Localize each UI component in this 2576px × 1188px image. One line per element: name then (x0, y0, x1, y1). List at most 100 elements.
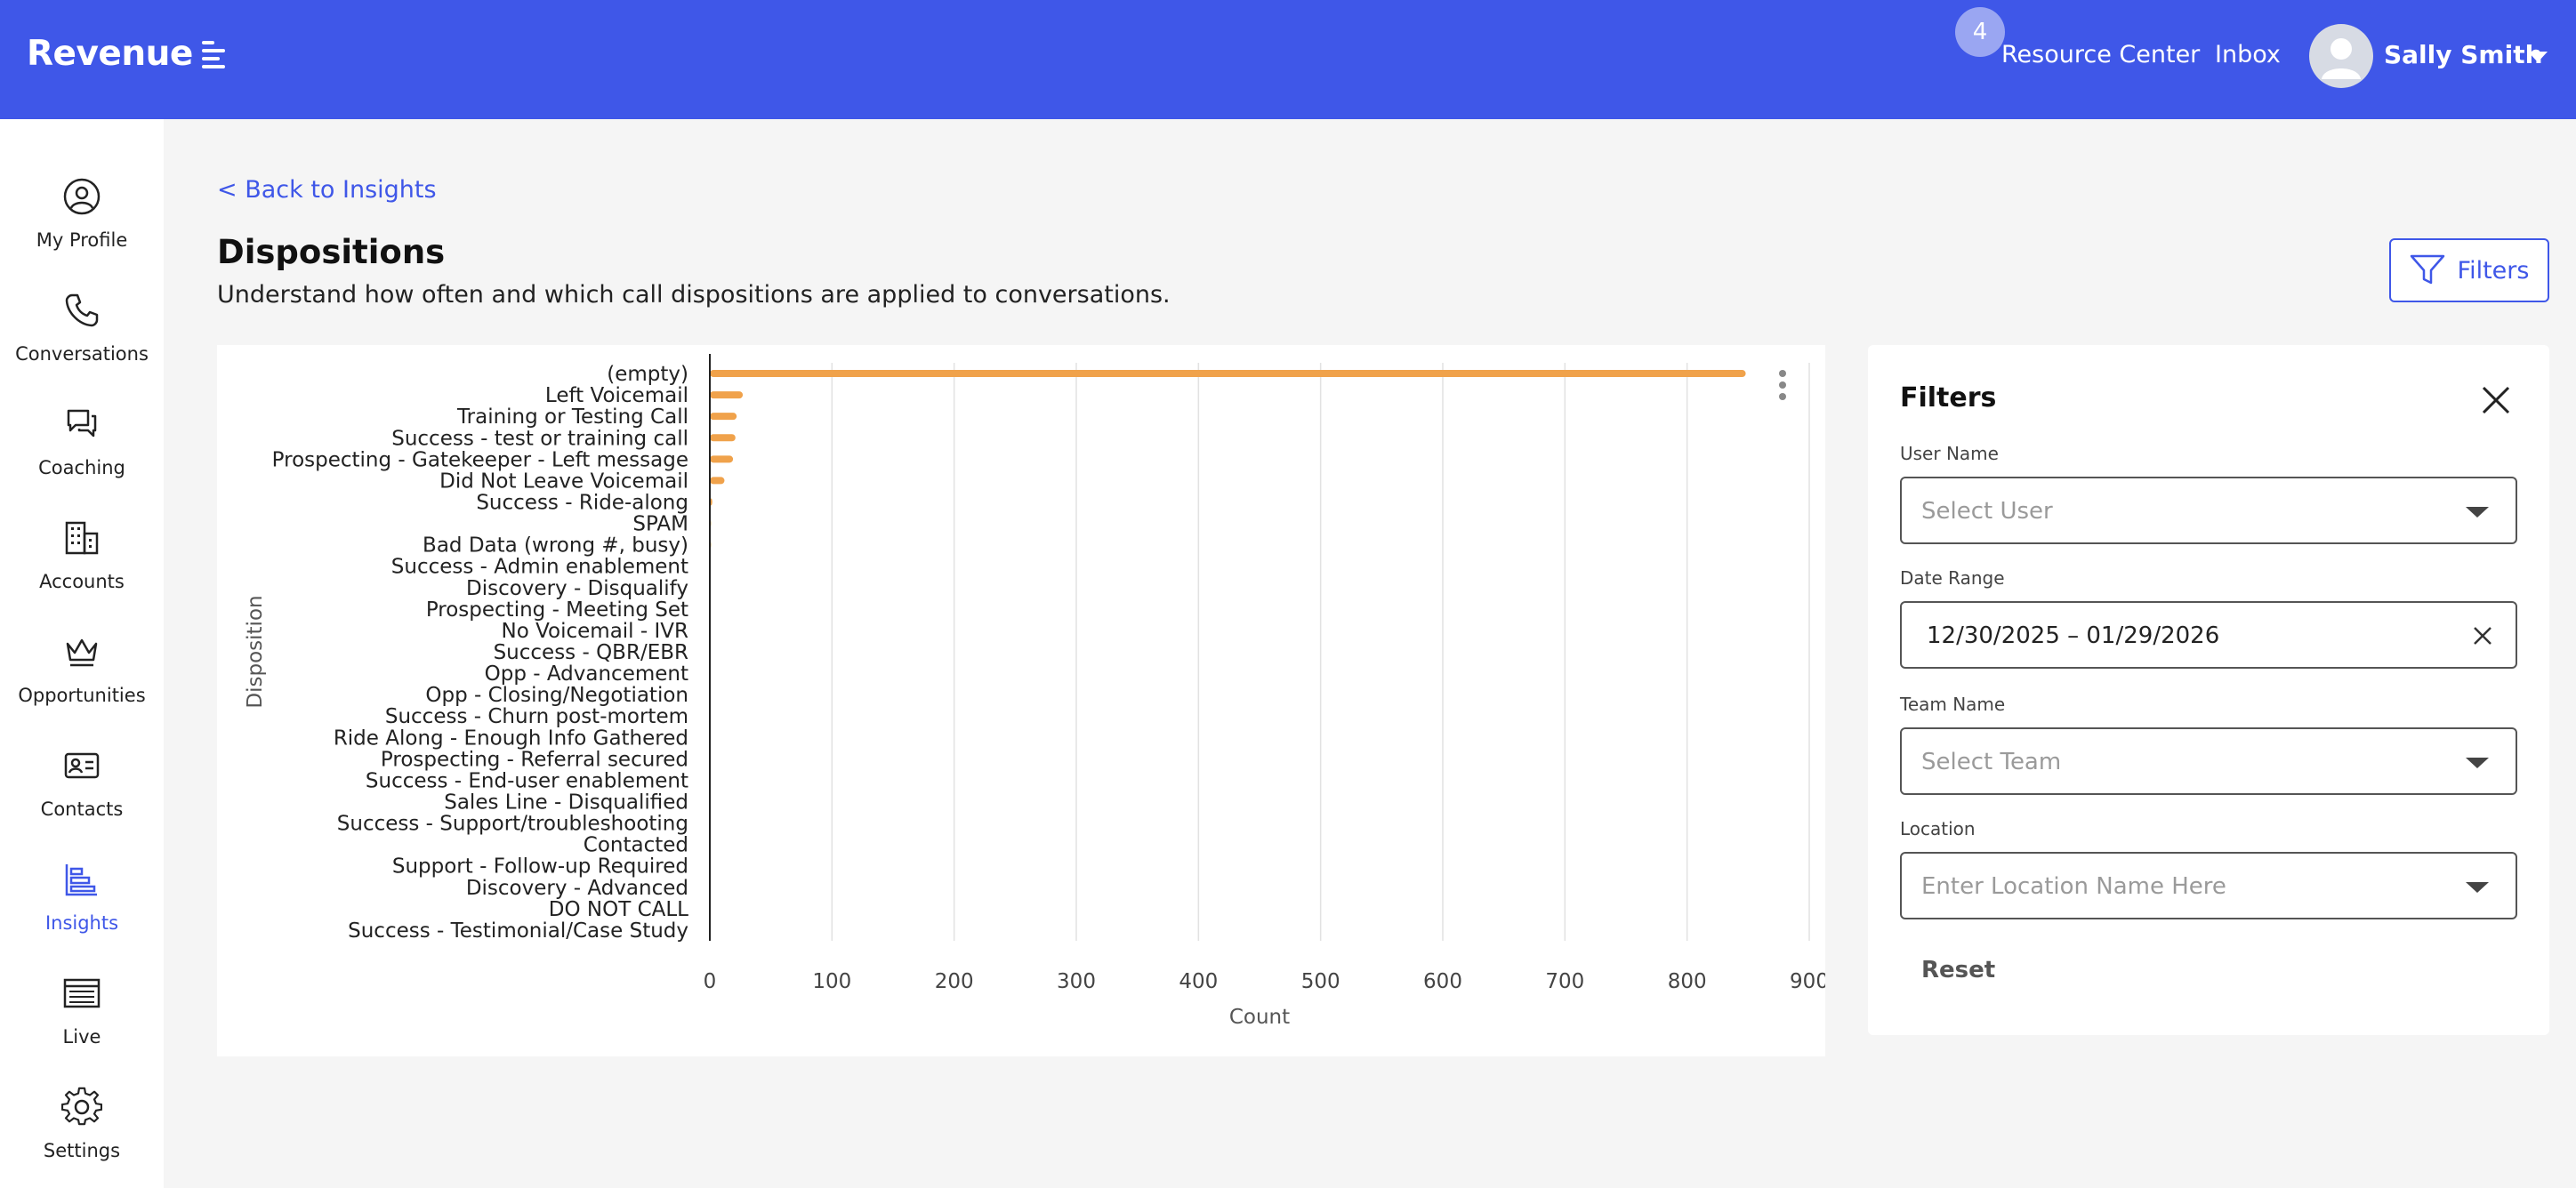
y-category-label: Sales Line - Disqualified (444, 791, 688, 815)
profile-icon (63, 178, 101, 215)
user-name-select[interactable]: Select User (1900, 477, 2517, 544)
sidebar-item-label: Settings (43, 1140, 121, 1161)
team-name-placeholder: Select Team (1921, 749, 2062, 775)
top-bar: Revenue 4 Resource Center Inbox Sally Sm… (0, 0, 2576, 119)
brand-mark-icon (201, 41, 225, 68)
y-category-label: DO NOT CALL (549, 898, 688, 921)
location-select[interactable]: Enter Location Name Here (1900, 852, 2517, 919)
location-label: Location (1900, 818, 1976, 839)
y-category-label: Discovery - Advanced (466, 877, 688, 900)
y-category-label: Success - Admin enablement (391, 556, 688, 579)
chat-bubbles-icon (67, 409, 97, 437)
y-category-label: Bad Data (wrong #, busy) (423, 534, 688, 558)
bar (710, 413, 737, 421)
y-category-label: Ride Along - Enough Info Gathered (334, 726, 688, 750)
gear-icon (61, 1087, 102, 1126)
user-name-placeholder: Select User (1921, 498, 2053, 525)
bar (710, 391, 744, 399)
y-category-label: Success - End-user enablement (366, 769, 688, 792)
y-category-label: Prospecting - Meeting Set (426, 598, 688, 622)
sidebar-item-my-profile[interactable]: My Profile (0, 165, 164, 279)
crown-icon (66, 638, 98, 667)
sidebar-item-label: My Profile (36, 229, 128, 251)
sidebar-item-insights[interactable]: Insights (0, 848, 164, 962)
resource-center-link[interactable]: Resource Center (2001, 41, 2201, 68)
x-tick-label: 600 (1423, 970, 1462, 993)
live-list-icon (63, 978, 101, 1008)
filters-panel-title: Filters (1900, 382, 1997, 413)
y-category-label: Did Not Leave Voicemail (439, 470, 688, 493)
back-to-insights-link[interactable]: < Back to Insights (217, 176, 437, 204)
x-tick-label: 500 (1301, 970, 1340, 993)
bar (710, 434, 736, 442)
x-tick-label: 300 (1057, 970, 1096, 993)
brand-name: Revenue (27, 34, 193, 74)
inbox-link[interactable]: Inbox (2215, 41, 2281, 68)
x-tick-label: 200 (935, 970, 974, 993)
sidebar-item-label: Coaching (38, 457, 125, 478)
y-category-label: Success - Ride-along (476, 491, 688, 514)
sidebar-item-contacts[interactable]: Contacts (0, 734, 164, 848)
y-category-label: Success - Support/troubleshooting (337, 813, 688, 836)
date-range-field[interactable]: 12/30/2025 – 01/29/2026 (1900, 601, 2517, 669)
chart-menu-icon[interactable] (1779, 370, 1788, 400)
y-category-label: Prospecting - Gatekeeper - Left message (272, 448, 688, 471)
sidebar-item-conversations[interactable]: Conversations (0, 279, 164, 393)
sidebar-item-settings[interactable]: Settings (0, 1076, 164, 1188)
sidebar-item-accounts[interactable]: Accounts (0, 507, 164, 621)
chevron-down-icon[interactable] (2528, 52, 2548, 62)
page-title: Dispositions (217, 233, 446, 271)
x-tick-label: 0 (704, 970, 717, 993)
user-name-label: User Name (1900, 443, 1999, 464)
user-name[interactable]: Sally Smith (2384, 40, 2543, 69)
chevron-down-icon (2466, 507, 2489, 518)
sidebar-item-label: Conversations (15, 343, 149, 365)
sidebar-item-opportunities[interactable]: Opportunities (0, 621, 164, 734)
page-subtitle: Understand how often and which call disp… (217, 281, 1171, 309)
location-placeholder: Enter Location Name Here (1921, 873, 2226, 900)
sidebar-item-label: Accounts (39, 571, 125, 592)
sidebar-item-live[interactable]: Live (0, 962, 164, 1076)
filters-panel: Filters User Name Select User Date Range… (1868, 345, 2549, 1035)
y-category-label: Prospecting - Referral secured (381, 748, 688, 771)
y-category-label: Contacted (584, 834, 688, 857)
x-tick-label: 100 (812, 970, 851, 993)
date-range-label: Date Range (1900, 567, 2005, 589)
y-category-label: Discovery - Disqualify (466, 577, 688, 600)
y-category-label: Opp - Advancement (485, 662, 688, 686)
close-icon[interactable] (2478, 382, 2514, 418)
sidebar: My Profile Conversations Coaching Accoun… (0, 119, 164, 1188)
clear-date-icon[interactable] (2469, 622, 2496, 649)
filters-button[interactable]: Filters (2389, 238, 2549, 302)
person-icon (2322, 38, 2361, 79)
y-category-label: Success - Churn post-mortem (385, 705, 688, 728)
sidebar-item-label: Opportunities (18, 685, 146, 706)
y-category-label: (empty) (607, 363, 688, 386)
x-tick-label: 800 (1668, 970, 1707, 993)
phone-icon (65, 293, 99, 327)
date-range-value: 12/30/2025 – 01/29/2026 (1927, 622, 2220, 649)
bar-chart-icon (65, 864, 97, 896)
bar (710, 477, 725, 485)
reset-button[interactable]: Reset (1921, 957, 1996, 983)
sidebar-item-label: Contacts (40, 799, 124, 820)
team-name-label: Team Name (1900, 694, 2006, 715)
buildings-icon (65, 521, 99, 555)
sidebar-item-coaching[interactable]: Coaching (0, 393, 164, 507)
dispositions-chart-card: (empty) Left Voicemail Training or Testing… (217, 345, 1825, 1056)
bar (710, 370, 1746, 378)
funnel-icon (2410, 254, 2444, 285)
team-name-select[interactable]: Select Team (1900, 727, 2517, 795)
brand-logo[interactable]: Revenue (27, 34, 225, 74)
notification-badge[interactable]: 4 (1955, 7, 2005, 57)
x-tick-label: 400 (1179, 970, 1218, 993)
sidebar-item-label: Live (62, 1026, 101, 1048)
y-category-label: SPAM (632, 513, 688, 536)
bar (710, 455, 734, 463)
y-category-label: No Voicemail - IVR (502, 620, 689, 643)
chevron-down-icon (2466, 882, 2489, 893)
x-tick-label: 900 (1790, 970, 1825, 993)
user-avatar[interactable] (2309, 24, 2373, 88)
x-tick-label: 700 (1545, 970, 1584, 993)
